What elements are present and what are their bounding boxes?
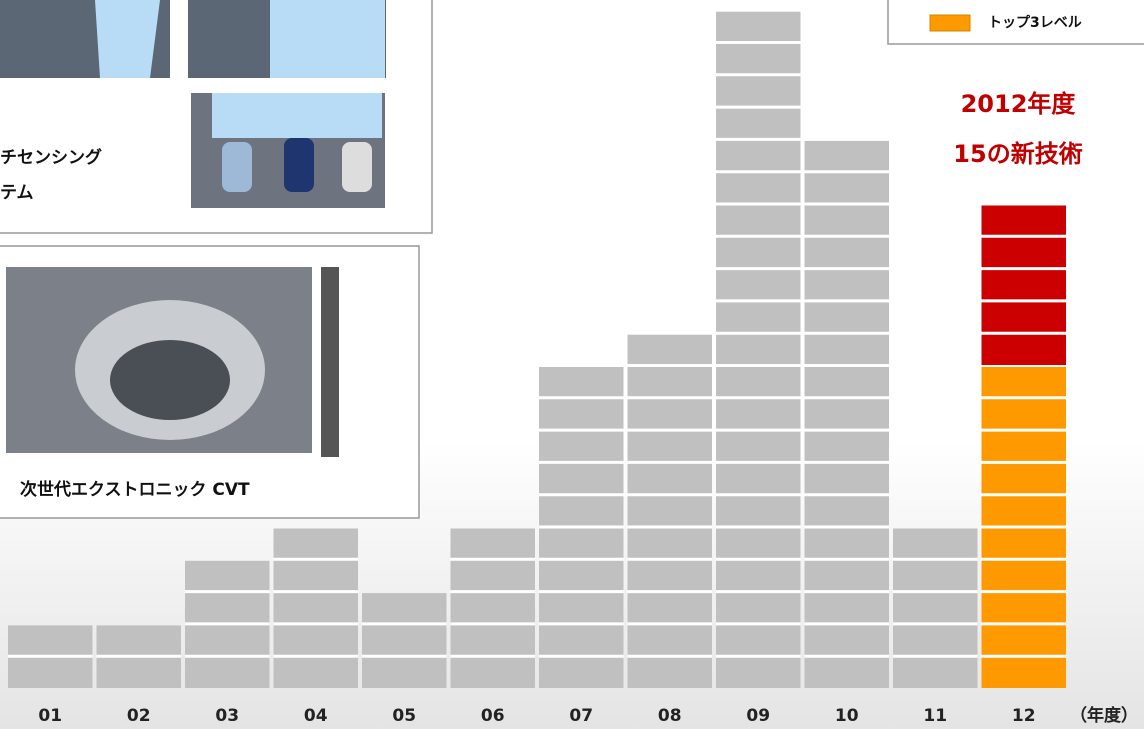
legend-label: トップ3レベル [988, 15, 1082, 31]
panel-caption: チセンシング [0, 147, 102, 168]
x-tick-label: 07 [569, 706, 593, 726]
image [270, 0, 385, 78]
x-axis-label: （年度） [1070, 705, 1138, 726]
image [110, 340, 230, 420]
legend: トップ3レベル [887, 0, 1144, 45]
x-tick-label: 05 [392, 706, 416, 726]
bar-segment [627, 334, 712, 688]
legend-swatch [929, 14, 971, 32]
plot [8, 11, 1066, 688]
image [321, 267, 339, 457]
image [95, 0, 160, 78]
bar-segment [273, 528, 358, 688]
panel-caption: テム [0, 183, 34, 203]
image [222, 142, 252, 192]
panel: 次世代エクストロニック CVT [0, 245, 420, 519]
x-tick-label: 11 [923, 706, 947, 726]
x-tick-label: 01 [38, 706, 62, 726]
chart-title: 2012年度 [961, 90, 1077, 118]
x-tick-label: 03 [215, 706, 239, 726]
bar-segment [981, 205, 1066, 365]
bar-segment [450, 528, 535, 688]
x-tick-label: 02 [127, 706, 151, 726]
bar-segment [893, 528, 978, 688]
x-tick-label: 12 [1012, 706, 1036, 726]
bar-segment [716, 11, 801, 688]
chart-title: 15の新技術 [953, 140, 1082, 168]
bar-segment [804, 140, 889, 688]
image [342, 142, 372, 192]
x-tick-label: 08 [658, 706, 682, 726]
panel: チセンシング テム [0, 0, 433, 234]
bar-segment [362, 593, 447, 688]
panel-caption: 次世代エクストロニック CVT [20, 479, 250, 500]
x-tick-label: 10 [835, 706, 859, 726]
x-tick-label: 04 [304, 706, 328, 726]
x-tick-label: 09 [746, 706, 770, 726]
image [284, 138, 314, 192]
x-tick-label: 06 [481, 706, 505, 726]
image [212, 93, 382, 138]
